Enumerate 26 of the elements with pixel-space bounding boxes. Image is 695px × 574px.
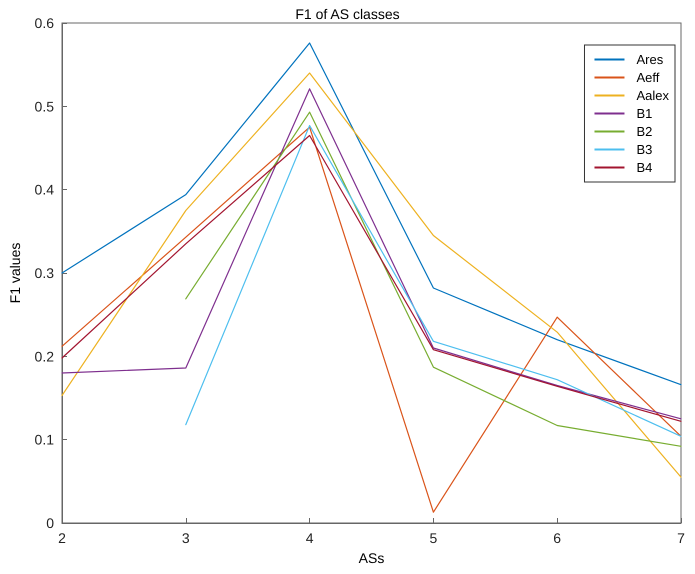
x-tick-label: 4 [306, 530, 314, 546]
y-tick-label: 0.6 [34, 15, 54, 31]
line-series [61, 126, 682, 513]
x-axis-title: ASs [358, 550, 384, 566]
legend-label: B1 [636, 106, 652, 121]
y-tick-label: 0.5 [34, 98, 54, 114]
chart-title: F1 of AS classes [295, 6, 400, 22]
x-tick-label: 7 [677, 530, 686, 546]
y-tick-label: 0.1 [34, 432, 54, 448]
y-tick-label: 0 [46, 515, 54, 531]
legend-label: Aeff [636, 70, 660, 85]
legend-label: Ares [636, 52, 664, 67]
x-tick-label: 6 [553, 530, 562, 546]
y-tick-label: 0.2 [34, 348, 54, 364]
x-tick-label: 3 [182, 530, 190, 546]
legend-label: B3 [636, 142, 652, 157]
y-tick-label: 0.3 [34, 265, 54, 281]
x-tick-label: 2 [58, 530, 66, 546]
x-tick-label: 5 [430, 530, 438, 546]
y-axis-title: F1 values [7, 242, 23, 304]
legend-label: Aalex [636, 88, 670, 103]
line-series [61, 72, 682, 478]
legend-label: B2 [636, 124, 652, 139]
line-series [61, 42, 682, 386]
legend-label: B4 [636, 160, 652, 175]
y-tick-label: 0.4 [34, 182, 54, 198]
